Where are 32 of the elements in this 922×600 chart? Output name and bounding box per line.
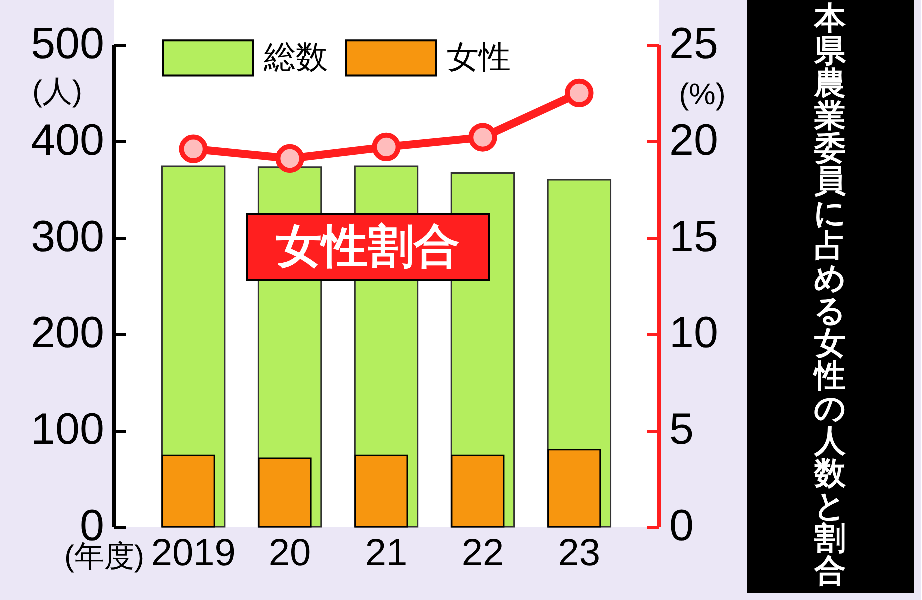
y-tick-label: 300 <box>31 212 104 262</box>
x-tick-label: 21 <box>365 532 408 574</box>
y-tick-label: 500 <box>31 20 104 68</box>
y2-tick-label: 20 <box>670 116 718 165</box>
series-label: 女性割合 <box>276 220 460 272</box>
y-tick-label: 200 <box>31 308 104 358</box>
legend-label: 女性 <box>447 39 511 76</box>
chart-title: 本県農業委員に占める女性の人数と割合 <box>814 0 847 588</box>
y-axis-title: (人) <box>32 76 82 108</box>
legend-label: 総数 <box>263 39 328 76</box>
bar <box>162 454 216 528</box>
y2-tick-label: 0 <box>670 502 694 550</box>
y2-tick-label: 25 <box>670 20 718 68</box>
y2-tick-label: 5 <box>670 405 694 454</box>
point <box>372 132 401 162</box>
y2-tick-label: 15 <box>670 212 718 262</box>
bar <box>548 449 602 528</box>
y2-axis-title: (%) <box>679 78 726 112</box>
x-tick-label: 23 <box>558 532 601 574</box>
point <box>276 144 304 174</box>
x-tick-label: 22 <box>462 532 504 574</box>
y2-tick-label: 10 <box>670 308 718 358</box>
x-tick-label: 2019 <box>151 532 236 574</box>
x-tick-label: 20 <box>268 532 312 574</box>
bar <box>354 454 408 528</box>
point <box>179 134 208 164</box>
point <box>565 78 594 108</box>
bar <box>451 454 505 528</box>
y-tick-label: 100 <box>31 405 104 454</box>
y-tick-label: 400 <box>31 116 104 165</box>
point <box>468 123 498 152</box>
bar <box>258 458 312 528</box>
